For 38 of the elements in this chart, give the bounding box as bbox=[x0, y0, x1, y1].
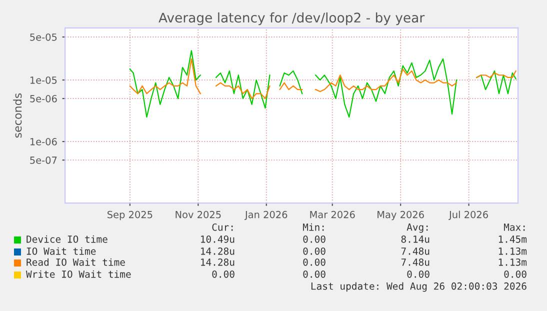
text: 7.48u bbox=[401, 247, 430, 255]
y-tick-label: 5e-05 bbox=[30, 33, 57, 41]
text: 0.00 bbox=[303, 270, 326, 278]
text: Min: bbox=[302, 223, 324, 231]
x-tick-label: Mar 2026 bbox=[310, 210, 355, 218]
legend-label: Device IO time bbox=[26, 235, 108, 243]
text: Avg: bbox=[406, 224, 428, 233]
legend-label: Read IO Wait time bbox=[26, 258, 125, 266]
y-tick-label: 5e-07 bbox=[30, 156, 57, 164]
x-tick-label: Nov 2025 bbox=[176, 210, 221, 218]
chart-title: Average latency for /dev/loop2 - by year bbox=[158, 12, 425, 26]
text: 1.13m bbox=[498, 258, 527, 266]
text: 0.00 bbox=[303, 247, 326, 255]
text: 14.28u bbox=[201, 247, 234, 255]
text: Cur: bbox=[212, 223, 233, 231]
text: 0.00 bbox=[303, 235, 326, 243]
legend-label: IO Wait time bbox=[26, 247, 96, 255]
y-tick-label: 5e-06 bbox=[30, 95, 57, 102]
text: Last update: Wed Aug 26 02:00:03 2026 bbox=[311, 282, 526, 292]
y-tick-label: 1e-06 bbox=[30, 138, 57, 146]
legend-label: Write IO Wait time bbox=[26, 270, 131, 278]
text: 1.13m bbox=[498, 247, 527, 255]
text: 0.00 bbox=[504, 270, 526, 278]
x-tick-label: May 2026 bbox=[378, 210, 424, 220]
text: 0.00 bbox=[212, 270, 234, 278]
text: 7.48u bbox=[401, 258, 430, 266]
x-tick-label: Jul 2026 bbox=[448, 210, 488, 220]
x-tick-label: Jan 2026 bbox=[244, 210, 288, 220]
text: 1.45m bbox=[498, 236, 527, 243]
text: 0.00 bbox=[303, 258, 326, 266]
x-tick-label: Sep 2025 bbox=[108, 210, 152, 220]
y-tick-label: 1e-05 bbox=[30, 76, 57, 84]
text: 10.49u bbox=[201, 235, 234, 243]
text: 14.28u bbox=[201, 258, 234, 266]
text: Max: bbox=[504, 224, 525, 231]
y-axis-title: seconds bbox=[13, 93, 22, 138]
text: 8.14u bbox=[401, 235, 430, 243]
text: 0.00 bbox=[407, 270, 430, 278]
